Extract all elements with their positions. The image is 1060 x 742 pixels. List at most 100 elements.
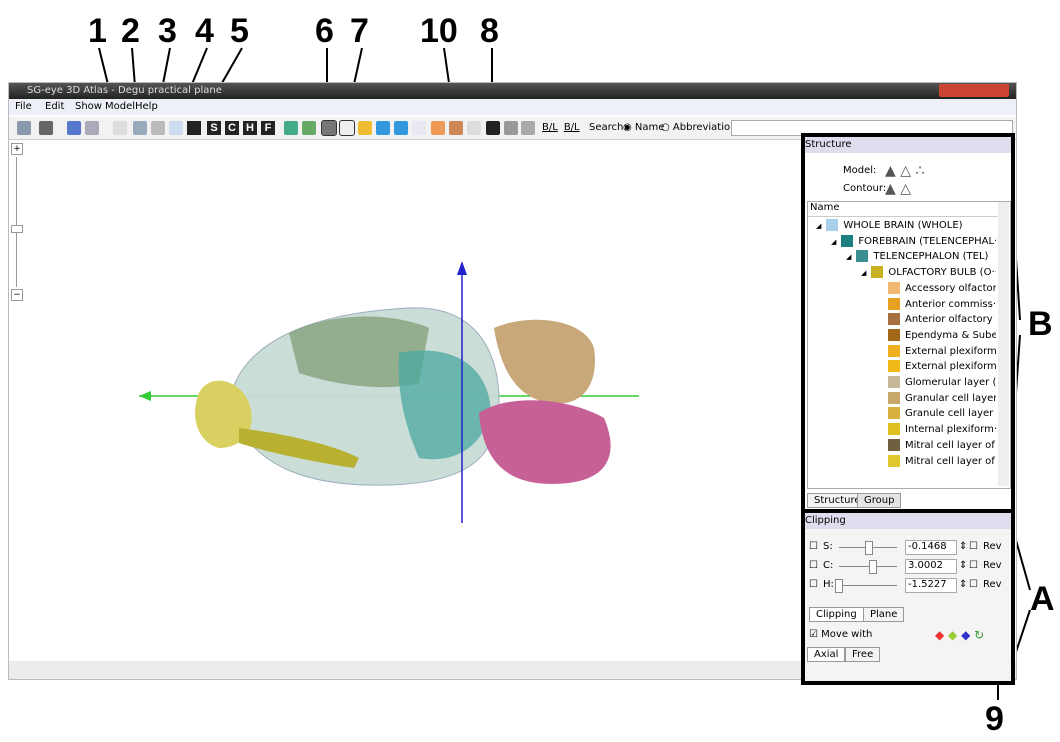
bl-button[interactable]: B/L xyxy=(563,122,580,133)
tool-button[interactable] xyxy=(85,121,99,135)
tree-row[interactable]: ◢ WHOLE BRAIN (WHOLE) xyxy=(816,218,963,233)
tool-button[interactable] xyxy=(431,121,445,135)
move-with[interactable]: ☑ Move with xyxy=(809,629,873,640)
clip-checkbox[interactable]: ☐ xyxy=(809,579,818,590)
window-title: SG-eye 3D Atlas - Degu practical plane xyxy=(27,85,222,96)
tab[interactable]: Axial xyxy=(807,647,846,662)
clip-value[interactable]: -1.5227 xyxy=(905,578,957,593)
rotate-button[interactable] xyxy=(133,121,147,135)
slider-track xyxy=(16,157,17,287)
view-letter-button[interactable]: H xyxy=(243,121,257,135)
tool-button[interactable] xyxy=(412,121,426,135)
clip-thumb[interactable] xyxy=(869,560,877,574)
menu-item[interactable]: Help xyxy=(135,101,158,112)
view-letter-button[interactable]: C xyxy=(225,121,239,135)
clip-spinner[interactable]: ⇕ xyxy=(959,541,968,552)
tool-button[interactable] xyxy=(284,121,298,135)
slider-thumb[interactable] xyxy=(11,225,23,233)
tool-button[interactable] xyxy=(521,121,535,135)
view-letter-button[interactable]: S xyxy=(207,121,221,135)
view-letter-button[interactable]: F xyxy=(261,121,275,135)
view-button[interactable] xyxy=(187,121,201,135)
tree-row[interactable]: External plexiform··· xyxy=(876,344,996,359)
tab[interactable]: Free xyxy=(845,647,881,662)
zoom-out[interactable]: − xyxy=(11,289,23,301)
tool-button[interactable] xyxy=(467,121,481,135)
structure-name: Glomerular layer (··· xyxy=(905,377,996,388)
bl-button[interactable]: B/L xyxy=(542,122,558,133)
tree-row[interactable]: Granular cell layer··· xyxy=(876,391,996,406)
contour-icons[interactable]: ▲ △ xyxy=(885,181,911,197)
tree-row[interactable]: Anterior commiss··· xyxy=(876,297,996,312)
capture-button[interactable] xyxy=(486,121,500,135)
search-option[interactable]: ◉ Name xyxy=(623,122,665,133)
menu-bar: File Edit Show Model Help xyxy=(9,99,1016,115)
menu-item[interactable]: Model xyxy=(105,101,136,112)
menu-item[interactable]: Show xyxy=(75,101,102,112)
model-icons[interactable]: ▲ △ ∴ xyxy=(885,163,925,179)
tree-row[interactable]: Mitral cell layer of ··· xyxy=(876,454,996,469)
clip-value[interactable]: -0.1468 xyxy=(905,540,957,555)
structure-name: External plexiform··· xyxy=(905,345,996,357)
tab[interactable]: Plane xyxy=(863,607,905,622)
tool-button[interactable] xyxy=(504,121,518,135)
tree-row[interactable]: ◢ OLFACTORY BULB (O··· xyxy=(861,265,996,280)
structure-swatch xyxy=(888,391,900,404)
clip-slider[interactable] xyxy=(839,566,897,567)
zoom-in[interactable]: + xyxy=(11,143,23,155)
contour-button[interactable] xyxy=(339,120,355,136)
clip-rev-check[interactable]: ☐ xyxy=(969,560,978,571)
measure-button[interactable] xyxy=(449,121,463,135)
tree-row[interactable]: ◢ FOREBRAIN (TELENCEPHAL··· xyxy=(831,234,996,249)
tree-row[interactable]: ◢ TELENCEPHALON (TEL) xyxy=(846,249,988,264)
tool-button[interactable] xyxy=(302,121,316,135)
tree-row[interactable]: Mitral cell layer of ··· xyxy=(876,438,996,453)
clip-checkbox[interactable]: ☐ xyxy=(809,541,818,552)
tree-expander[interactable]: ◢ xyxy=(861,269,867,278)
tree-row[interactable]: Internal plexiform··· xyxy=(876,422,996,437)
clip-spinner[interactable]: ⇕ xyxy=(959,560,968,571)
clip-rev-check[interactable]: ☐ xyxy=(969,579,978,590)
clip-rev-check[interactable]: ☐ xyxy=(969,541,978,552)
scrollbar[interactable] xyxy=(998,202,1009,486)
search-option[interactable]: ○ Abbreviation xyxy=(661,122,737,133)
tool-button[interactable] xyxy=(358,121,372,135)
tool-button[interactable] xyxy=(376,121,390,135)
structure-name: OLFACTORY BULB (O··· xyxy=(888,267,996,279)
tab[interactable]: Clipping xyxy=(809,607,864,622)
tree-row[interactable]: Granule cell layer ··· xyxy=(876,406,996,421)
menu-item[interactable]: Edit xyxy=(45,101,65,112)
tab[interactable]: Group xyxy=(857,493,902,508)
clip-slider[interactable] xyxy=(839,585,897,586)
clip-spinner[interactable]: ⇕ xyxy=(959,579,968,590)
tree-row[interactable]: Ependyma & Sube··· xyxy=(876,328,996,343)
tool-button[interactable] xyxy=(17,121,31,135)
clip-value[interactable]: 3.0002 xyxy=(905,559,957,574)
tree-row[interactable]: Anterior olfactory ··· xyxy=(876,312,996,327)
tree-row[interactable]: Accessory olfactor··· xyxy=(876,281,996,296)
menu-item[interactable]: File xyxy=(15,101,32,112)
clip-thumb[interactable] xyxy=(865,541,873,555)
tree-expander[interactable]: ◢ xyxy=(846,253,852,262)
window-controls[interactable] xyxy=(939,84,1009,97)
clip-checkbox[interactable]: ☐ xyxy=(809,560,818,571)
plane-icons[interactable]: ◆ ◆ ◆ ↻ xyxy=(935,628,985,642)
structure-name: Internal plexiform··· xyxy=(905,424,996,436)
tree-expander[interactable]: ◢ xyxy=(816,222,822,230)
panel-title-text: Structure xyxy=(805,139,852,150)
tool-button[interactable] xyxy=(67,121,81,135)
clip-thumb[interactable] xyxy=(835,579,843,593)
structure-swatch xyxy=(888,297,900,310)
tree-row[interactable]: Glomerular layer (··· xyxy=(876,375,996,390)
zoom-button[interactable] xyxy=(151,121,165,135)
tool-button[interactable] xyxy=(394,121,408,135)
fit-button[interactable] xyxy=(169,121,183,135)
zoom-slider[interactable]: + − xyxy=(11,143,23,303)
structure-name: WHOLE BRAIN (WHOLE) xyxy=(843,220,963,231)
tree-expander[interactable]: ◢ xyxy=(831,237,837,246)
pan-button[interactable] xyxy=(113,121,127,135)
search-label: Search: xyxy=(589,122,627,133)
model-button[interactable] xyxy=(321,120,337,136)
tool-button[interactable] xyxy=(39,121,53,135)
tree-row[interactable]: External plexiform··· xyxy=(876,359,996,374)
